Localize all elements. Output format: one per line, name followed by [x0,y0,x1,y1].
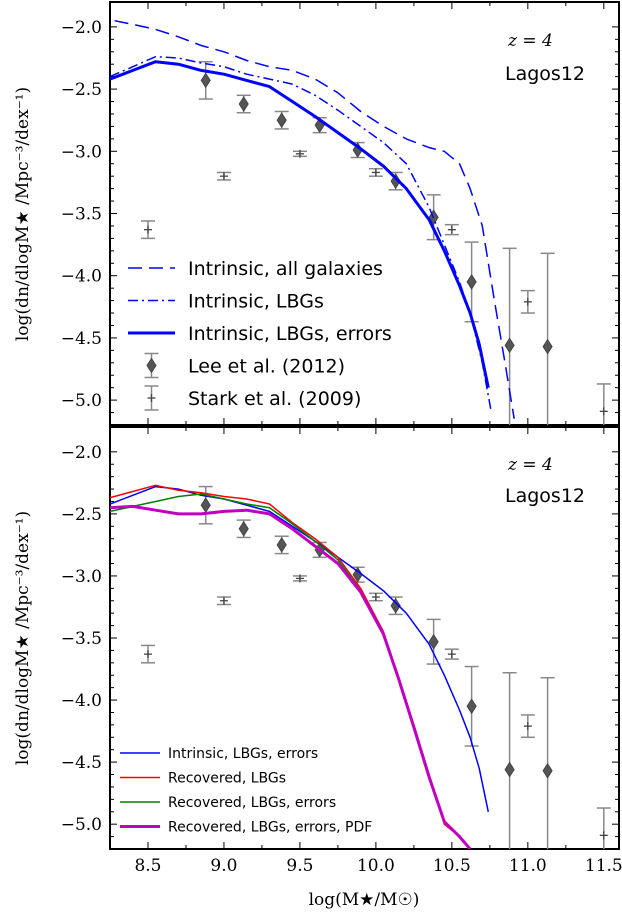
diamond-marker [200,497,211,514]
x-tick-label: 9.5 [286,856,313,876]
series-line-2 [110,55,493,413]
y-tick-label: −5.0 [61,815,102,835]
legend-label: Recovered, LBGs [168,771,286,787]
plot-area [110,484,611,849]
legend-label: Intrinsic, LBGs [188,290,324,312]
diamond-marker [276,536,287,553]
legend-label: Intrinsic, LBGs, errors [188,323,392,345]
diamond-marker [466,274,477,290]
plot-area [110,19,611,425]
legend-label: Intrinsic, LBGs, errors [168,746,318,762]
model-label: Lagos12 [505,485,585,507]
y-tick-label: −2.0 [61,443,102,463]
diamond-marker [390,597,401,614]
legend-label: Stark et al. (2009) [188,388,361,410]
legend-label: Lee et al. (2012) [188,355,345,377]
y-tick-label: −4.0 [61,267,102,287]
y-tick-label: −2.0 [61,18,102,38]
legend-label: Recovered, LBGs, errors [168,795,336,811]
diamond-marker [504,337,515,354]
diamond-marker [238,520,249,537]
y-tick-label: −2.5 [61,505,102,525]
diamond-marker [542,762,553,779]
diamond-marker [276,112,287,129]
y-tick-label: −3.0 [61,142,102,162]
y-tick-label: −3.5 [61,205,102,225]
y-tick-label: −3.5 [61,629,102,649]
series-line-1 [114,19,515,419]
series-line-4 [110,504,472,849]
x-tick-label: 8.5 [134,856,161,876]
y-tick-label: −4.5 [61,329,102,349]
x-tick-label: 9.0 [210,856,237,876]
y-tick-label: −3.0 [61,567,102,587]
diamond-marker [542,338,553,355]
diamond-marker [428,633,439,650]
legend-diamond [146,357,157,374]
x-tick-label: 11.0 [509,856,547,876]
bottom-panel: 8.5 9.0 9.5 10.0 10.5 11.0 11.5 −2.0 −2.5 −3.0 −3.… [61,426,622,876]
legend-label: Recovered, LBGs, errors, PDF [168,820,372,836]
diamond-marker [352,566,363,583]
top-panel: −2.0 −2.5 −3.0 −3.5 −4.0 −4.5 −5.0 z = 4 Lagos12… [61,1,620,426]
diamond-marker [504,761,515,778]
x-tick-label: 10.0 [357,856,395,876]
y-tick-label: −4.0 [61,691,102,711]
series-line-3 [110,60,490,389]
x-axis-label: log(M★/M☉) [309,890,420,910]
legend-label: Intrinsic, all galaxies [188,258,383,280]
y-tick-label: −2.5 [61,80,102,100]
y-tick-label: −4.5 [61,753,102,773]
x-tick-label: 10.5 [433,856,471,876]
model-label: Lagos12 [505,63,585,85]
diamond-marker [200,72,211,89]
redshift-label: z = 4 [507,455,553,475]
y-tick-label: −5.0 [61,391,102,411]
diamond-marker [466,698,477,715]
diamond-marker [238,96,249,112]
redshift-label: z = 4 [507,31,553,51]
x-tick-label: 11.5 [585,856,622,876]
y-axis-label-bottom: log(dn/dlogM★ /Mpc⁻³/dex⁻¹) [13,511,33,765]
y-axis-label-top: log(dn/dlogM★ /Mpc⁻³/dex⁻¹) [13,87,33,341]
